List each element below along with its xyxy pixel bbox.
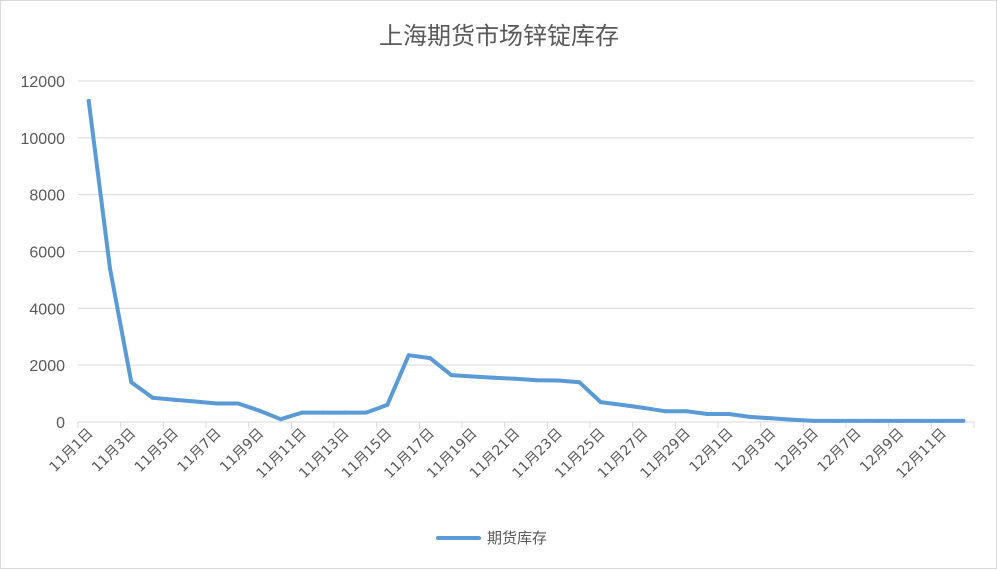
data-point[interactable]: [342, 410, 347, 415]
data-point[interactable]: [470, 374, 475, 379]
data-point[interactable]: [278, 417, 283, 422]
data-point[interactable]: [556, 378, 560, 383]
y-tick-label: 6000: [29, 245, 65, 262]
y-tick-label: 8000: [29, 188, 65, 205]
data-point[interactable]: [172, 397, 176, 402]
data-point[interactable]: [492, 375, 496, 380]
data-point[interactable]: [86, 98, 91, 103]
data-point[interactable]: [321, 410, 326, 415]
data-point[interactable]: [598, 400, 603, 405]
y-axis-ticks: 0 2000 4000 6000 8000 10000 12000: [21, 74, 66, 432]
data-point[interactable]: [150, 395, 155, 400]
data-point[interactable]: [790, 417, 795, 422]
x-tick-label: 12月1日: [686, 426, 736, 476]
data-point[interactable]: [108, 266, 112, 271]
data-point[interactable]: [534, 378, 539, 383]
data-point[interactable]: [897, 418, 902, 423]
series-line[interactable]: [86, 98, 966, 423]
data-point[interactable]: [876, 418, 880, 423]
data-point[interactable]: [364, 410, 368, 415]
y-tick-label: 12000: [21, 74, 66, 91]
data-point[interactable]: [662, 409, 667, 414]
chart-title: 上海期货市场锌锭库存: [379, 22, 619, 50]
x-tick-label: 11月7日: [174, 426, 224, 476]
x-tick-label: 11月5日: [132, 426, 182, 476]
x-tick-label: 12月7日: [814, 426, 864, 476]
data-point[interactable]: [214, 401, 219, 406]
data-point[interactable]: [833, 418, 838, 423]
data-point[interactable]: [705, 412, 710, 416]
data-point[interactable]: [726, 412, 731, 416]
x-tick-label: 12月3日: [729, 426, 779, 476]
data-point[interactable]: [300, 410, 304, 415]
data-point[interactable]: [193, 399, 198, 404]
y-tick-label: 10000: [21, 131, 66, 148]
x-tick-label: 11月1日: [46, 426, 96, 476]
data-point[interactable]: [854, 418, 859, 423]
data-point[interactable]: [812, 418, 816, 423]
x-tick-label: 11月3日: [89, 426, 139, 476]
data-point[interactable]: [918, 418, 923, 423]
data-point[interactable]: [406, 353, 411, 358]
data-point[interactable]: [129, 380, 134, 385]
data-point[interactable]: [236, 401, 240, 406]
data-point[interactable]: [748, 414, 752, 419]
legend[interactable]: 期货库存: [436, 529, 547, 547]
data-point[interactable]: [257, 408, 262, 413]
gridlines: [78, 80, 974, 366]
data-point[interactable]: [428, 356, 432, 361]
data-point[interactable]: [513, 376, 518, 381]
y-tick-label: 2000: [29, 358, 65, 375]
data-point[interactable]: [769, 416, 774, 421]
data-point[interactable]: [684, 409, 688, 414]
data-point[interactable]: [577, 380, 582, 385]
data-point[interactable]: [385, 402, 390, 407]
series-group: [86, 98, 966, 423]
y-tick-label: 4000: [29, 301, 65, 318]
data-point[interactable]: [620, 402, 624, 407]
data-point[interactable]: [449, 373, 454, 378]
x-axis-ticks: 11月1日11月3日11月5日11月7日11月9日11月11日11月13日11月…: [46, 426, 949, 482]
data-point[interactable]: [961, 418, 966, 423]
legend-label: 期货库存: [487, 529, 547, 547]
data-point[interactable]: [641, 405, 646, 410]
data-point[interactable]: [940, 418, 944, 423]
x-tick-label: 12月5日: [772, 426, 822, 476]
y-tick-label: 0: [56, 415, 65, 432]
